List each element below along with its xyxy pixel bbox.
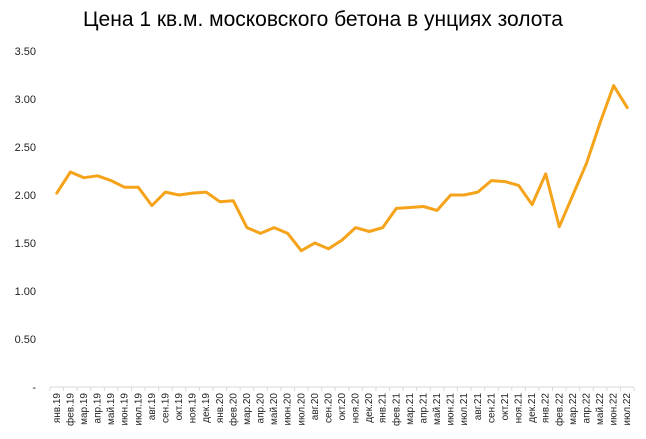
x-tick-label: дек.21	[527, 393, 538, 423]
x-tick-label: янв.20	[215, 393, 226, 424]
data-point	[286, 232, 289, 235]
data-point	[598, 121, 602, 125]
data-point	[449, 193, 452, 197]
data-point	[55, 191, 58, 195]
x-tick-label: июн.20	[283, 393, 294, 426]
x-tick-label: май.19	[106, 393, 117, 425]
data-point	[96, 174, 99, 177]
data-point	[191, 191, 194, 195]
y-tick-label: 0.50	[15, 334, 36, 346]
x-tick-label: июн.21	[446, 393, 457, 426]
x-tick-label: фев.22	[553, 393, 565, 426]
x-tick-label: июн.22	[609, 393, 620, 426]
series-line	[55, 84, 629, 253]
y-tick-label: 2.50	[15, 142, 36, 154]
x-tick-label: май.21	[432, 393, 443, 425]
data-point	[164, 190, 167, 194]
x-tick-label: окт.21	[500, 393, 511, 421]
y-tick-label: 3.00	[15, 94, 36, 106]
x-tick-label: июл.21	[459, 393, 470, 426]
data-point	[395, 207, 398, 210]
data-point	[544, 172, 547, 176]
x-tick-label: авг.21	[473, 393, 484, 421]
chart-title: Цена 1 кв.м. московского бетона в унциях…	[83, 8, 563, 31]
data-point	[517, 184, 520, 187]
data-point	[218, 200, 221, 203]
data-point	[82, 176, 86, 179]
data-point	[422, 205, 425, 208]
x-tick-label: апр.19	[93, 393, 104, 424]
x-tick-label: сен.21	[486, 393, 497, 423]
data-point	[626, 106, 629, 109]
data-point	[313, 241, 317, 245]
data-point	[137, 186, 140, 189]
y-tick-label: 3.50	[15, 46, 36, 58]
data-point	[150, 204, 154, 207]
y-tick-label: 1.00	[15, 286, 36, 298]
data-point	[259, 232, 262, 235]
x-tick-label: фев.21	[390, 393, 402, 426]
x-tick-label: мар.21	[405, 393, 416, 425]
data-point	[245, 226, 249, 229]
data-point	[272, 226, 276, 229]
x-tick-label: дек.20	[364, 393, 375, 423]
x-tick-label: мар.19	[79, 393, 90, 425]
y-tick-label: 1.50	[15, 238, 36, 250]
data-point	[476, 190, 480, 194]
x-tick-label: ноя.21	[514, 393, 525, 424]
data-point	[354, 226, 357, 229]
x-tick-label: мар.22	[568, 393, 579, 425]
x-tick-label: мар.20	[242, 393, 253, 425]
data-point	[408, 206, 412, 209]
x-tick-label: окт.20	[337, 393, 348, 421]
data-point	[177, 193, 181, 197]
data-point	[585, 162, 588, 165]
x-tick-label: янв.19	[52, 393, 63, 424]
data-point	[435, 209, 439, 212]
x-tick-label: окт.19	[174, 393, 185, 421]
x-tick-label: янв.22	[541, 393, 552, 424]
data-point	[340, 238, 344, 242]
x-tick-label: авг.19	[147, 393, 158, 421]
x-tick-label: апр.22	[581, 393, 592, 424]
x-tick-label: сен.19	[160, 393, 171, 423]
x-tick-label: янв.21	[378, 393, 389, 424]
x-tick-label: фев.19	[64, 393, 76, 426]
data-point	[327, 247, 330, 250]
x-tick-label: май.22	[595, 393, 606, 425]
data-point	[300, 249, 303, 252]
data-point	[463, 193, 466, 197]
x-tick-label: июл.20	[296, 393, 307, 426]
x-tick-label: май.20	[269, 393, 280, 425]
x-tick-label: дек.19	[201, 393, 212, 423]
data-point	[558, 225, 561, 228]
data-point	[490, 179, 493, 182]
x-tick-label: ноя.20	[351, 393, 362, 424]
x-tick-label: июл.19	[133, 393, 144, 426]
x-tick-label: ноя.19	[188, 393, 199, 424]
data-point	[530, 203, 534, 206]
data-point	[69, 170, 72, 174]
data-point	[503, 180, 507, 183]
data-point	[123, 186, 126, 189]
y-tick-label: -	[32, 382, 36, 394]
x-tick-label: авг.20	[310, 393, 321, 421]
data-point	[232, 199, 235, 202]
y-tick-label: 2.00	[15, 190, 36, 202]
data-point	[204, 190, 208, 194]
x-tick-label: июн.19	[120, 393, 131, 426]
x-tick-label: фев.20	[227, 393, 239, 426]
data-point	[612, 84, 615, 87]
x-tick-label: июл.22	[622, 393, 633, 426]
data-point	[381, 226, 384, 229]
x-tick-label: сен.20	[323, 393, 334, 423]
data-point	[367, 230, 371, 233]
data-point	[109, 179, 113, 182]
data-point	[571, 193, 575, 197]
x-tick-label: апр.20	[256, 393, 267, 424]
x-tick-label: апр.21	[418, 393, 429, 424]
